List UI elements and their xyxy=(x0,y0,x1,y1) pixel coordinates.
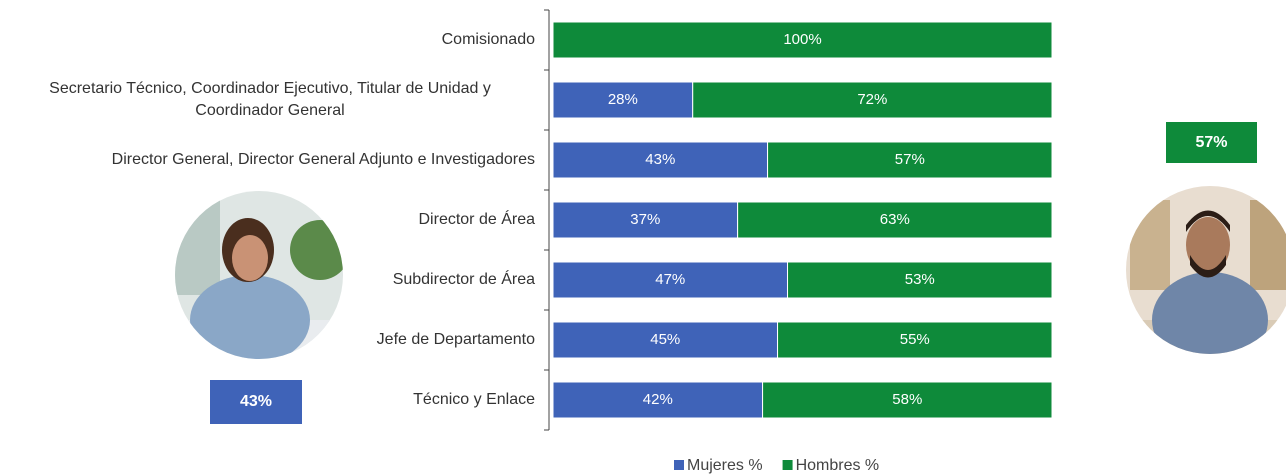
value-label: 45% xyxy=(650,331,680,348)
category-label: Director General, Director General Adjun… xyxy=(5,149,535,171)
men-total: 57% xyxy=(1166,122,1257,163)
value-label: 28% xyxy=(608,91,638,108)
value-label: 58% xyxy=(892,391,922,408)
legend-swatch xyxy=(674,460,684,470)
photo-man xyxy=(1120,180,1286,370)
value-label: 37% xyxy=(630,211,660,228)
page: 100% 28% 72% 43% 57% 37% 63% 47% 53% 45% 55% 42% 58%… xyxy=(0,0,1286,475)
category-label: Técnico y Enlace xyxy=(5,389,535,411)
value-label: 55% xyxy=(900,331,930,348)
category-label: Comisionado xyxy=(5,29,535,51)
legend-label: Mujeres % xyxy=(687,457,763,474)
value-label: 72% xyxy=(857,91,887,108)
value-label: 47% xyxy=(655,271,685,288)
value-label: 63% xyxy=(880,211,910,228)
legend-swatch xyxy=(783,460,793,470)
value-label: 53% xyxy=(905,271,935,288)
value-label: 43% xyxy=(645,151,675,168)
value-label: 100% xyxy=(783,31,821,48)
value-label: 57% xyxy=(895,151,925,168)
category-label: Director de Área xyxy=(5,209,535,231)
legend-label: Hombres % xyxy=(796,457,880,474)
value-label: 42% xyxy=(643,391,673,408)
category-label: Subdirector de Área xyxy=(5,269,535,291)
category-label: Secretario Técnico, Coordinador Ejecutiv… xyxy=(5,78,535,122)
category-label: Jefe de Departamento xyxy=(5,329,535,351)
